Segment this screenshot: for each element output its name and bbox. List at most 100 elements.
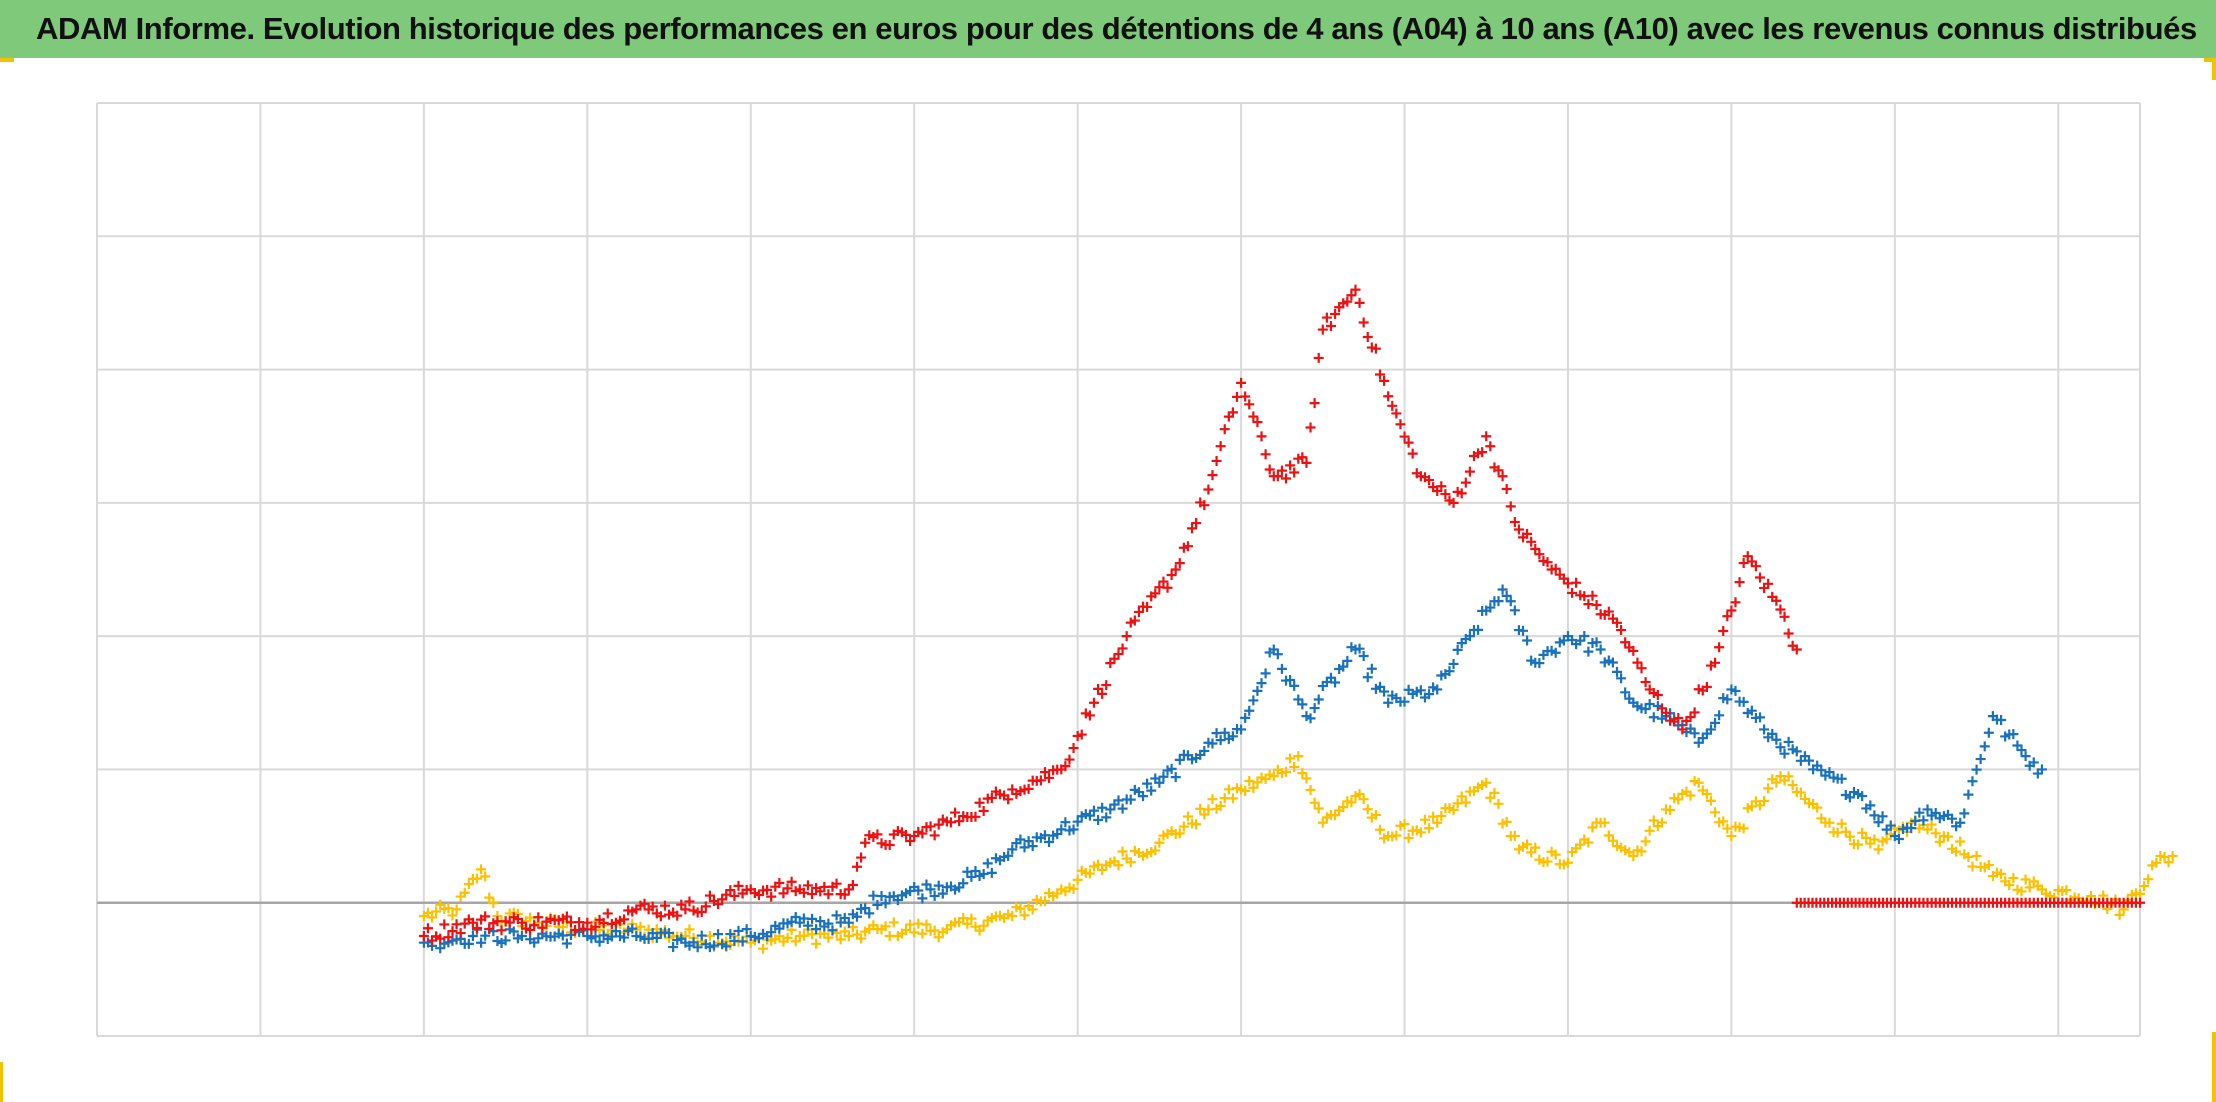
data-point: [672, 910, 683, 921]
data-point: [1113, 860, 1124, 871]
data-point: [851, 911, 862, 922]
data-point: [1064, 754, 1075, 765]
data-point: [1710, 717, 1721, 728]
data-point: [1746, 705, 1757, 716]
data-point: [1542, 856, 1553, 867]
data-point: [1755, 712, 1765, 723]
data-point: [1379, 375, 1390, 386]
data-point: [1526, 655, 1537, 666]
data-point: [2139, 881, 2150, 892]
data-point: [1705, 660, 1716, 671]
data-point: [1550, 849, 1561, 860]
data-point: [2020, 751, 2031, 762]
data-point: [823, 932, 834, 943]
data-point: [1722, 823, 1733, 834]
data-point: [1771, 777, 1782, 788]
data-point: [1227, 731, 1238, 742]
data-point: [1281, 473, 1292, 484]
data-point: [1460, 634, 1471, 645]
data-point: [610, 926, 621, 937]
data-point: [1191, 518, 1202, 529]
data-point: [1844, 792, 1855, 803]
data-point: [1199, 745, 1210, 756]
data-point: [463, 879, 474, 890]
data-point: [480, 871, 491, 882]
data-point: [1726, 831, 1737, 842]
data-point: [635, 921, 646, 932]
data-point: [1501, 816, 1512, 827]
data-point: [1072, 874, 1083, 885]
data-point: [1317, 817, 1328, 828]
data-point: [1718, 816, 1729, 827]
data-point: [1387, 400, 1398, 411]
data-point: [880, 898, 891, 909]
data-point: [2163, 857, 2174, 868]
data-point: [1276, 663, 1287, 674]
data-point: [1052, 764, 1063, 775]
data-point: [1607, 835, 1618, 846]
data-point: [431, 906, 442, 917]
corner-mark-bottom-right: [2212, 1032, 2216, 1102]
data-point: [1003, 794, 1014, 805]
data-point: [619, 914, 630, 925]
data-point: [1526, 536, 1537, 547]
data-point: [1182, 541, 1193, 552]
data-point: [1178, 821, 1189, 832]
data-point: [2135, 888, 2145, 899]
data-point: [1383, 697, 1394, 708]
corner-mark-top-right: [2212, 58, 2216, 80]
data-point: [888, 917, 899, 928]
data-point: [1236, 377, 1247, 388]
data-point: [1027, 841, 1038, 852]
data-point: [1093, 683, 1104, 694]
data-point: [2143, 874, 2154, 885]
data-point: [1338, 802, 1349, 813]
data-point: [1701, 681, 1712, 692]
data-point: [978, 920, 989, 931]
data-point: [835, 934, 846, 945]
data-point: [1979, 741, 1990, 752]
data-point: [1648, 815, 1659, 826]
data-point: [1567, 587, 1578, 598]
data-point: [811, 924, 822, 935]
data-point: [1248, 782, 1259, 793]
data-point: [471, 922, 482, 933]
data-point: [1325, 321, 1336, 332]
data-point: [827, 925, 838, 936]
data-point: [443, 932, 454, 943]
data-point: [1869, 834, 1880, 845]
data-point: [1448, 658, 1459, 669]
data-point: [729, 890, 740, 901]
data-point: [1285, 753, 1296, 764]
data-point: [1918, 815, 1929, 826]
data-point: [1219, 424, 1230, 435]
data-point: [1705, 795, 1716, 806]
data-point: [815, 916, 826, 927]
data-point: [811, 938, 822, 949]
data-point: [1689, 728, 1700, 739]
data-point: [1309, 797, 1320, 808]
data-point: [1244, 705, 1255, 716]
data-point: [1571, 577, 1582, 588]
data-point: [1983, 727, 1994, 738]
data-point: [1150, 773, 1161, 784]
data-point: [1881, 834, 1892, 845]
data-point: [1853, 788, 1864, 799]
data-point: [480, 930, 491, 941]
data-point: [1399, 431, 1410, 442]
data-point: [860, 837, 871, 848]
data-point: [1783, 736, 1794, 747]
data-point: [1084, 710, 1095, 721]
data-point: [708, 940, 719, 951]
data-point: [1379, 833, 1390, 844]
data-point: [1575, 839, 1586, 850]
data-point: [958, 878, 969, 889]
data-point: [1350, 284, 1361, 295]
data-point: [1399, 696, 1410, 707]
data-point: [439, 919, 450, 930]
data-point: [512, 914, 523, 925]
data-point: [598, 917, 609, 928]
data-point: [1652, 690, 1663, 701]
